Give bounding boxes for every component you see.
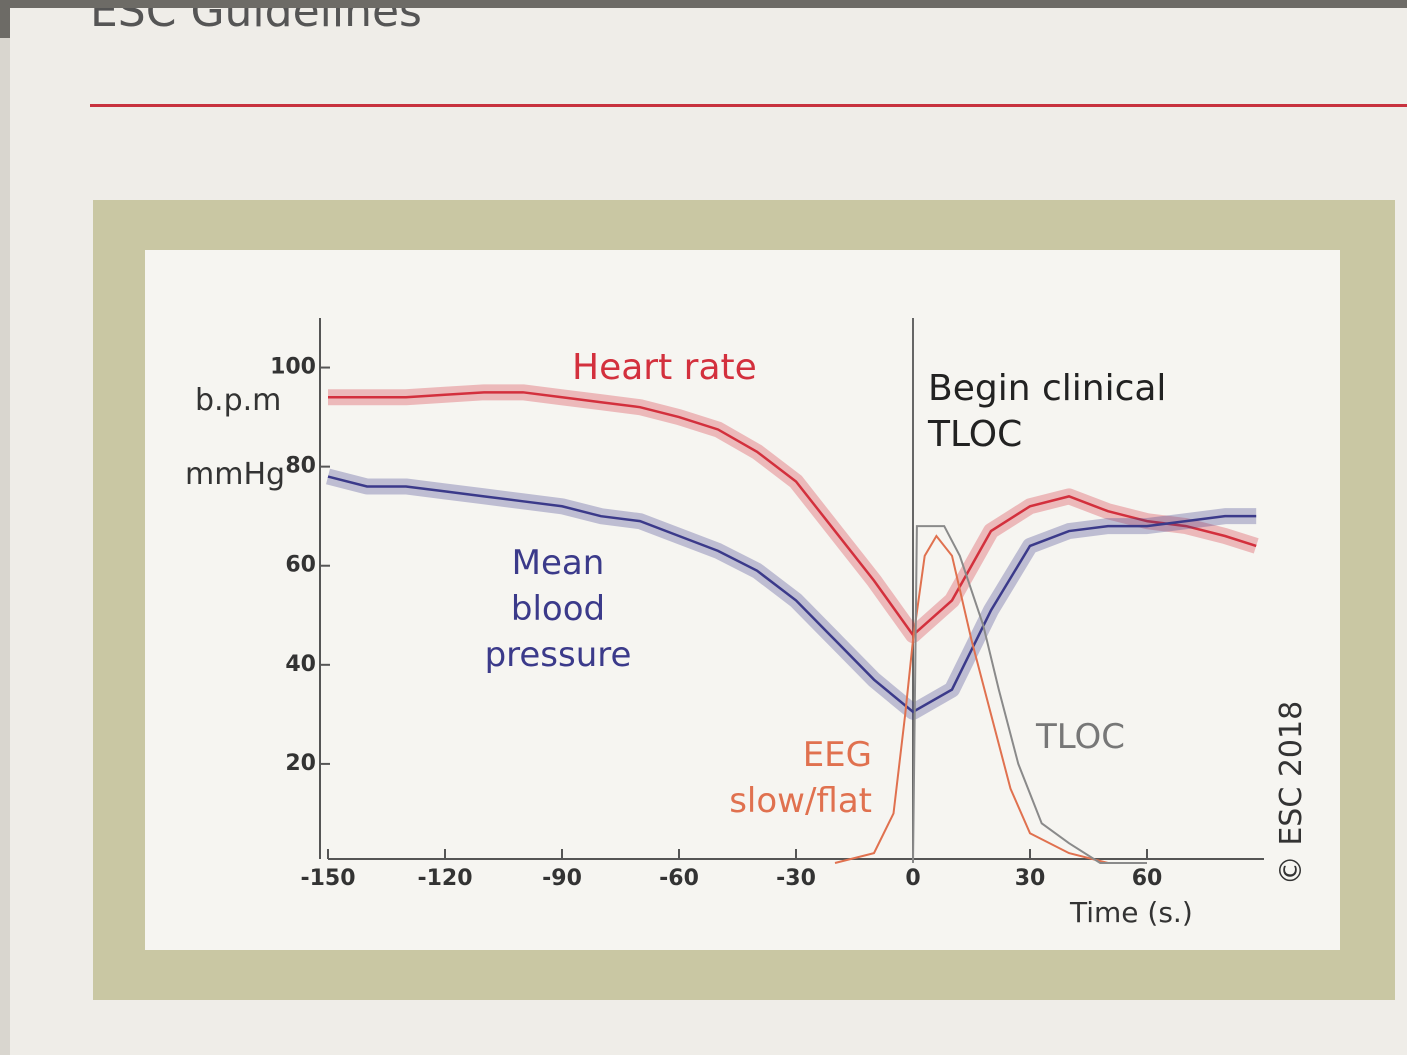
header-title: ESC Guidelines <box>90 8 422 37</box>
header-rule <box>90 104 1407 107</box>
y-tick-label: 60 <box>285 553 316 578</box>
y-tick-label: 20 <box>285 751 316 776</box>
annotation: Begin clinical TLOC <box>928 368 1167 455</box>
series-line <box>328 391 1257 637</box>
x-tick-label: 30 <box>1015 866 1046 891</box>
y-label-bpm: b.p.m <box>195 383 282 418</box>
x-tick-label: -120 <box>417 866 472 891</box>
x-axis-label: Time (s.) <box>1070 896 1193 929</box>
screen: ESC Guidelines <box>10 8 1407 1055</box>
series-line <box>327 475 1257 714</box>
y-label-mmhg: mmHg <box>185 457 286 492</box>
x-tick-label: -30 <box>776 866 816 891</box>
y-tick-label: 100 <box>270 355 316 380</box>
series-label: TLOC <box>1036 717 1126 757</box>
x-tick-label: -150 <box>300 866 355 891</box>
x-tick-label: -90 <box>542 866 582 891</box>
y-tick-label: 80 <box>285 454 316 479</box>
x-tick-label: 60 <box>1132 866 1163 891</box>
series-label: Mean blood pressure <box>484 543 632 675</box>
x-tick-label: -60 <box>659 866 699 891</box>
series-line <box>834 534 1109 864</box>
y-tick-label: 40 <box>285 652 316 677</box>
series-label: Heart rate <box>572 347 757 388</box>
x-tick-label: 0 <box>905 866 920 891</box>
series-line <box>912 525 1147 864</box>
chart-panel <box>145 250 1340 950</box>
copyright: © ESC 2018 <box>1274 700 1310 886</box>
series-label: EEG slow/flat <box>729 735 872 821</box>
